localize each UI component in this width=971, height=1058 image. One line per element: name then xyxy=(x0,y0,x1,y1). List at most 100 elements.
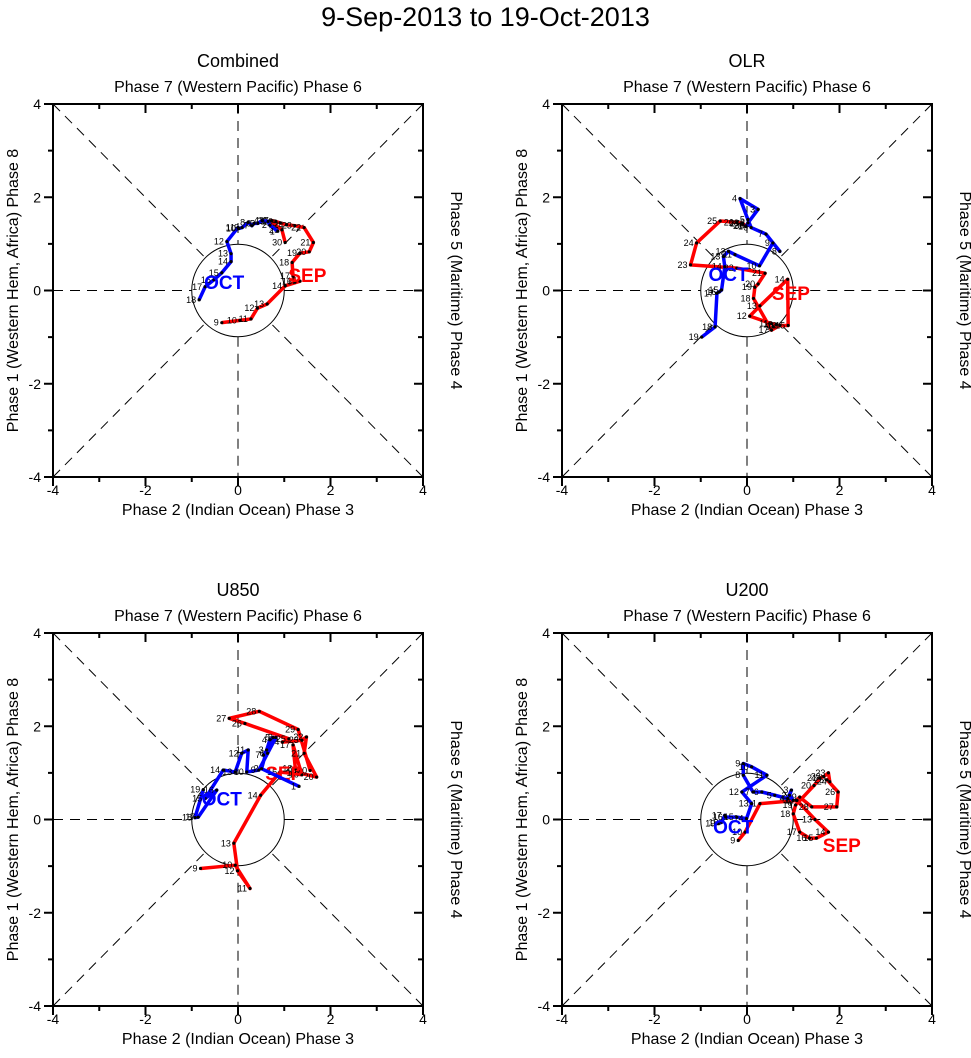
day-label: 14 xyxy=(734,814,744,824)
right-axis-label: Phase 5 (Maritime) Phase 4 xyxy=(956,191,971,389)
bottom-axis-label: Phase 2 (Indian Ocean) Phase 3 xyxy=(631,502,863,519)
day-label: 17 xyxy=(280,271,290,281)
y-tick-label: -2 xyxy=(538,905,551,921)
day-point xyxy=(308,768,312,773)
day-point xyxy=(265,302,269,306)
day-label: 2 xyxy=(740,218,745,228)
day-label: 12 xyxy=(737,311,747,321)
day-point xyxy=(298,251,302,255)
day-label: 22 xyxy=(811,772,821,782)
day-label: 30 xyxy=(297,766,307,776)
day-point xyxy=(268,223,272,227)
day-label: 20 xyxy=(296,247,306,257)
day-label: 11 xyxy=(759,319,768,329)
day-point xyxy=(307,250,311,254)
day-label: 17 xyxy=(712,810,722,820)
day-point xyxy=(718,219,722,223)
trajectory-line xyxy=(688,219,790,332)
panel-title: OLR xyxy=(728,51,765,71)
day-label: 9 xyxy=(193,863,198,873)
day-point xyxy=(794,798,799,802)
day-label: 26 xyxy=(825,787,835,797)
day-label: 6 xyxy=(754,787,759,797)
day-label: 19 xyxy=(689,332,699,342)
day-label: 4 xyxy=(254,216,259,226)
y-tick-label: -2 xyxy=(538,376,551,392)
series-sep: 9101112131415161718192021222324252627282… xyxy=(678,216,811,335)
day-point xyxy=(789,788,794,792)
day-point xyxy=(302,751,306,755)
day-point xyxy=(756,207,760,211)
day-point xyxy=(751,790,755,794)
day-point xyxy=(814,836,818,840)
day-point xyxy=(826,830,831,834)
day-point xyxy=(778,249,782,253)
day-label: 14 xyxy=(210,765,220,775)
y-tick-label: 0 xyxy=(33,812,41,828)
day-label: 6 xyxy=(260,748,265,758)
day-point xyxy=(719,820,724,824)
day-label: 14 xyxy=(775,274,785,284)
diagonal-guide-line xyxy=(561,632,715,788)
day-point xyxy=(245,770,249,774)
x-tick-label: 4 xyxy=(928,482,936,498)
day-label: 21 xyxy=(291,748,301,758)
day-point xyxy=(298,279,302,283)
day-point xyxy=(221,768,225,772)
day-point xyxy=(274,219,278,224)
x-tick-label: 2 xyxy=(327,482,335,498)
day-label: 16 xyxy=(796,833,806,843)
panel-u200: U200 Phase 7 (Western Pacific) Phase 6 Pha… xyxy=(514,580,971,1048)
day-point xyxy=(291,743,295,747)
day-point xyxy=(283,240,287,245)
x-tick-label: 0 xyxy=(743,1011,751,1027)
day-point xyxy=(225,239,229,244)
x-tick-label: 2 xyxy=(836,482,844,498)
day-label: 19 xyxy=(705,819,715,829)
diagonal-guide-line xyxy=(561,103,715,259)
day-label: 28 xyxy=(799,802,809,812)
day-point xyxy=(293,767,297,771)
day-point xyxy=(271,735,275,740)
top-axis-label: Phase 7 (Western Pacific) Phase 6 xyxy=(623,79,871,96)
trajectory-line xyxy=(221,218,316,325)
day-label: 18 xyxy=(709,817,719,827)
day-label: 30 xyxy=(734,221,744,231)
panel-title: Combined xyxy=(197,51,279,71)
day-point xyxy=(735,220,739,225)
day-point xyxy=(741,761,745,766)
day-point xyxy=(769,322,774,326)
figure-title: 9-Sep-2013 to 19-Oct-2013 xyxy=(321,2,650,32)
day-point xyxy=(265,748,269,752)
day-point xyxy=(726,249,731,253)
y-tick-label: 2 xyxy=(33,189,41,205)
day-point xyxy=(786,277,790,281)
left-axis-label: Phase 1 (Western Hem, Africa) Phase 8 xyxy=(514,678,531,961)
day-point xyxy=(291,274,295,278)
day-point xyxy=(822,775,826,779)
day-point xyxy=(232,841,236,845)
day-point xyxy=(735,815,739,819)
x-tick-label: 0 xyxy=(743,482,751,498)
x-tick-label: -4 xyxy=(556,1011,569,1027)
day-label: 5 xyxy=(740,215,745,225)
y-tick-label: 0 xyxy=(33,283,41,299)
day-point xyxy=(229,259,233,264)
x-tick-label: -2 xyxy=(139,1011,152,1027)
day-point xyxy=(750,802,754,806)
day-label: 2 xyxy=(254,764,259,774)
day-label: 1 xyxy=(738,222,743,232)
day-point xyxy=(736,838,740,843)
day-point xyxy=(758,304,762,308)
day-point xyxy=(791,812,795,816)
day-label: 23 xyxy=(815,768,825,778)
day-label: 9 xyxy=(765,322,770,332)
day-label: 18 xyxy=(182,813,192,823)
diagonal-guide-line xyxy=(779,632,933,788)
day-point xyxy=(252,221,256,225)
day-point xyxy=(300,773,304,777)
left-axis-label: Phase 1 (Western Hem, Africa) Phase 8 xyxy=(5,678,22,961)
month-label: OCT xyxy=(713,817,754,838)
day-label: 23 xyxy=(289,735,299,745)
month-label: OCT xyxy=(708,265,749,286)
